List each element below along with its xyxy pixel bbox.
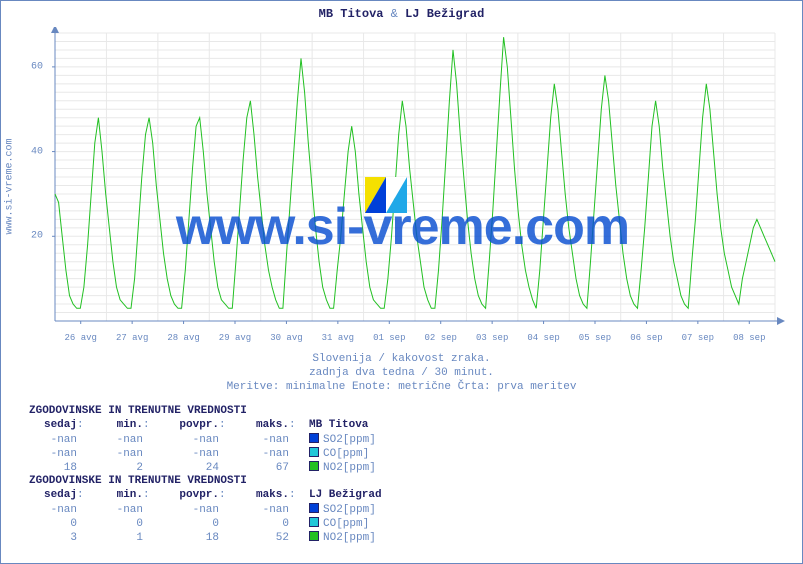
- x-tick-label: 29 avg: [219, 333, 251, 343]
- val-sedaj: -nan: [29, 504, 77, 516]
- stats-header-row: sedaj:min.:povpr.:maks.:MB Titova: [29, 419, 376, 433]
- stats-title: ZGODOVINSKE IN TRENUTNE VREDNOSTI: [29, 405, 376, 419]
- val-povpr: -nan: [153, 504, 219, 516]
- x-tick-label: 04 sep: [527, 333, 559, 343]
- param-label: NO2[ppm]: [323, 462, 376, 474]
- chart-plot-area: [49, 27, 789, 331]
- x-tick-label: 27 avg: [116, 333, 148, 343]
- param-label: SO2[ppm]: [323, 504, 376, 516]
- table-row: -nan -nan -nan -nan SO2[ppm]: [29, 503, 382, 517]
- val-sedaj: 3: [29, 532, 77, 544]
- val-min: -nan: [87, 504, 143, 516]
- col-maks: maks.: [229, 419, 289, 431]
- col-sedaj: sedaj: [29, 489, 77, 501]
- legend-swatch: [309, 531, 319, 541]
- col-min: min.: [87, 419, 143, 431]
- legend-swatch: [309, 503, 319, 513]
- val-maks: 0: [229, 518, 289, 530]
- val-min: 2: [87, 462, 143, 474]
- val-sedaj: 18: [29, 462, 77, 474]
- y-tick-label: 20: [31, 231, 43, 242]
- legend-swatch: [309, 461, 319, 471]
- title-amp: &: [383, 7, 405, 21]
- x-tick-label: 28 avg: [167, 333, 199, 343]
- caption-line-3: Meritve: minimalne Enote: metrične Črta:…: [1, 381, 802, 393]
- x-tick-label: 01 sep: [373, 333, 405, 343]
- val-povpr: 18: [153, 532, 219, 544]
- val-sedaj: -nan: [29, 448, 77, 460]
- y-tick-label: 60: [31, 61, 43, 72]
- legend-swatch: [309, 447, 319, 457]
- param-label: CO[ppm]: [323, 448, 369, 460]
- val-maks: -nan: [229, 448, 289, 460]
- col-maks: maks.: [229, 489, 289, 501]
- y-tick-label: 40: [31, 146, 43, 157]
- param-label: NO2[ppm]: [323, 532, 376, 544]
- val-povpr: 0: [153, 518, 219, 530]
- val-sedaj: 0: [29, 518, 77, 530]
- stats-table-1: ZGODOVINSKE IN TRENUTNE VREDNOSTIsedaj:m…: [29, 405, 376, 475]
- val-maks: -nan: [229, 434, 289, 446]
- val-maks: 52: [229, 532, 289, 544]
- legend-swatch: [309, 433, 319, 443]
- title-station-a: MB Titova: [319, 7, 384, 21]
- title-station-b: LJ Bežigrad: [405, 7, 484, 21]
- x-tick-label: 02 sep: [425, 333, 457, 343]
- val-maks: 67: [229, 462, 289, 474]
- table-row: 18 2 24 67 NO2[ppm]: [29, 461, 376, 475]
- x-tick-label: 03 sep: [476, 333, 508, 343]
- param-label: CO[ppm]: [323, 518, 369, 530]
- logo-svg: [365, 177, 407, 213]
- chart-title: MB Titova & LJ Bežigrad: [1, 7, 802, 21]
- x-tick-label: 05 sep: [579, 333, 611, 343]
- caption-line-1: Slovenija / kakovost zraka.: [1, 353, 802, 365]
- stats-header-row: sedaj:min.:povpr.:maks.:LJ Bežigrad: [29, 489, 382, 503]
- station-name: LJ Bežigrad: [309, 489, 382, 501]
- watermark-logo: [365, 177, 407, 213]
- legend-swatch: [309, 517, 319, 527]
- val-min: 0: [87, 518, 143, 530]
- table-row: -nan -nan -nan -nan CO[ppm]: [29, 447, 376, 461]
- col-povpr: povpr.: [153, 489, 219, 501]
- x-tick-label: 31 avg: [322, 333, 354, 343]
- station-name: MB Titova: [309, 419, 368, 431]
- caption-line-2: zadnja dva tedna / 30 minut.: [1, 367, 802, 379]
- val-min: -nan: [87, 448, 143, 460]
- x-tick-label: 06 sep: [630, 333, 662, 343]
- table-row: -nan -nan -nan -nan SO2[ppm]: [29, 433, 376, 447]
- col-sedaj: sedaj: [29, 419, 77, 431]
- x-tick-label: 07 sep: [682, 333, 714, 343]
- x-ticks: 26 avg 27 avg 28 avg 29 avg 30 avg 31 avg 01 s…: [49, 333, 789, 347]
- table-row: 0000CO[ppm]: [29, 517, 382, 531]
- val-min: 1: [87, 532, 143, 544]
- val-maks: -nan: [229, 504, 289, 516]
- stats-table-2: ZGODOVINSKE IN TRENUTNE VREDNOSTIsedaj:m…: [29, 475, 382, 545]
- y-ticks: 20 40 60: [1, 27, 47, 331]
- table-row: 31 18 52 NO2[ppm]: [29, 531, 382, 545]
- col-povpr: povpr.: [153, 419, 219, 431]
- x-tick-label: 08 sep: [733, 333, 765, 343]
- col-min: min.: [87, 489, 143, 501]
- x-tick-label: 26 avg: [65, 333, 97, 343]
- x-tick-label: 30 avg: [270, 333, 302, 343]
- chart-svg: [49, 27, 789, 331]
- val-sedaj: -nan: [29, 434, 77, 446]
- val-povpr: -nan: [153, 448, 219, 460]
- chart-card: www.si-vreme.com MB Titova & LJ Bežigrad…: [0, 0, 803, 564]
- val-min: -nan: [87, 434, 143, 446]
- stats-title: ZGODOVINSKE IN TRENUTNE VREDNOSTI: [29, 475, 382, 489]
- val-povpr: -nan: [153, 434, 219, 446]
- param-label: SO2[ppm]: [323, 434, 376, 446]
- val-povpr: 24: [153, 462, 219, 474]
